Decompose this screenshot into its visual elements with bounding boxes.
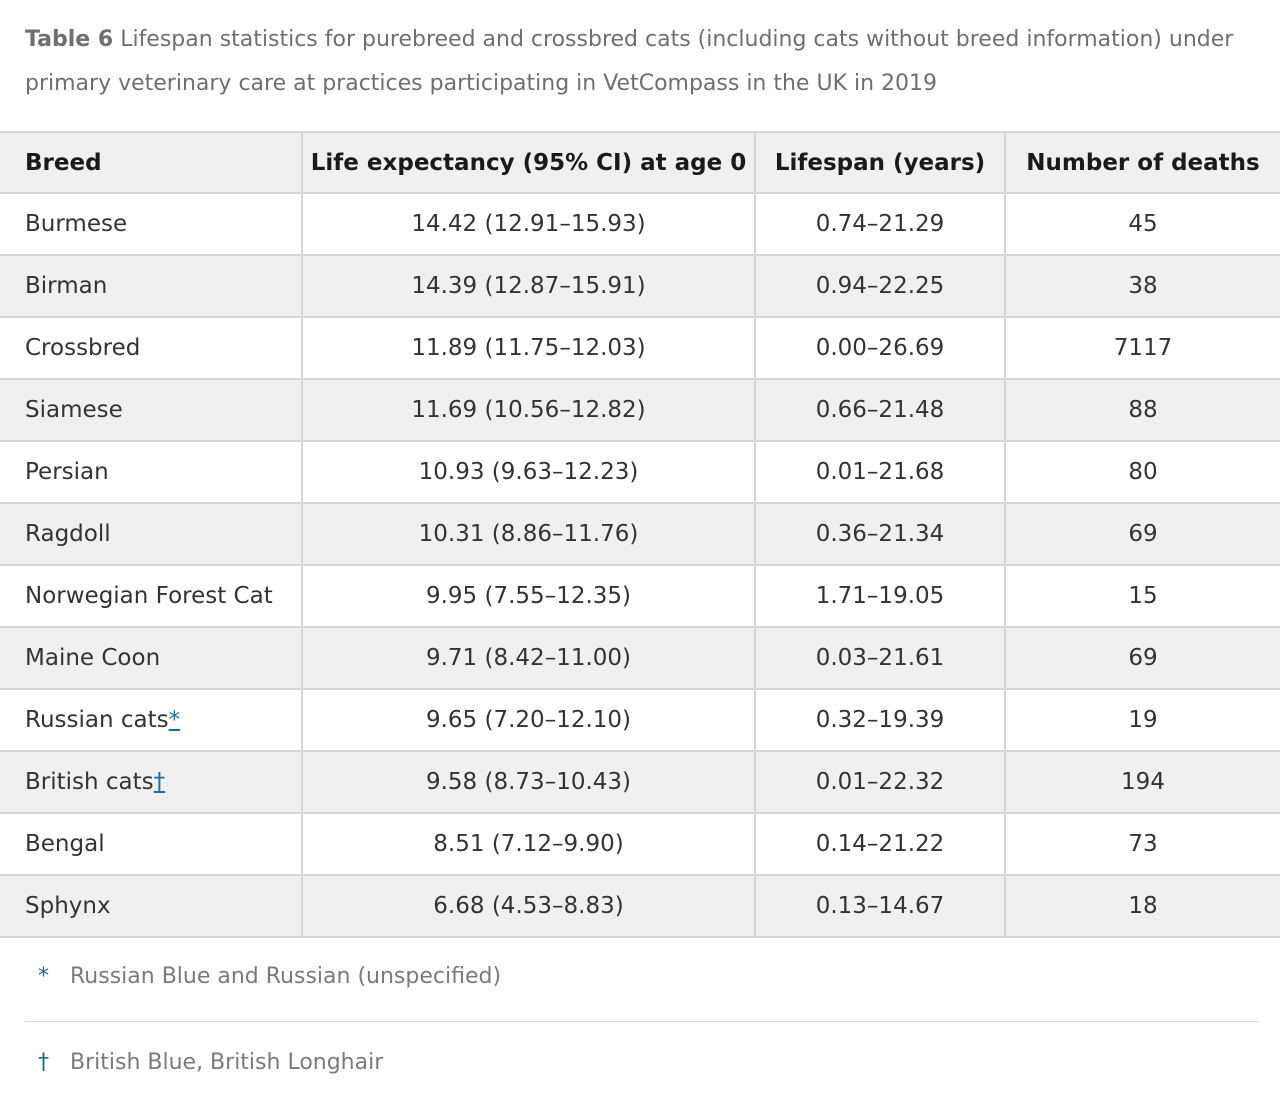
breed-name: Norwegian Forest Cat — [25, 583, 273, 609]
header-life-expectancy: Life expectancy (95% CI) at age 0 — [301, 131, 755, 194]
breed-cell: Crossbred — [0, 316, 302, 380]
breed-name: Burmese — [25, 211, 128, 237]
deaths-cell: 45 — [1004, 192, 1280, 256]
lifespan-cell: 0.01–22.32 — [754, 750, 1005, 814]
life-expectancy-cell: 11.69 (10.56–12.82) — [301, 378, 755, 442]
table-row: Norwegian Forest Cat 9.95 (7.55–12.35) 1.7… — [0, 564, 1280, 628]
life-expectancy-cell: 9.95 (7.55–12.35) — [301, 564, 755, 628]
breed-cell: British cats† — [0, 750, 302, 814]
lifespan-cell: 0.32–19.39 — [754, 688, 1005, 752]
table-row: Persian 10.93 (9.63–12.23) 0.01–21.68 80 — [0, 440, 1280, 504]
life-expectancy-cell: 14.42 (12.91–15.93) — [301, 192, 755, 256]
life-expectancy-cell: 6.68 (4.53–8.83) — [301, 874, 755, 938]
footnote-link[interactable]: * — [168, 707, 181, 733]
lifespan-cell: 0.14–21.22 — [754, 812, 1005, 876]
deaths-cell: 73 — [1004, 812, 1280, 876]
header-number-of-deaths: Number of deaths — [1004, 131, 1280, 194]
deaths-cell: 69 — [1004, 502, 1280, 566]
breed-cell: Persian — [0, 440, 302, 504]
footnote-dagger: † British Blue, British Longhair — [38, 1050, 383, 1075]
table-row: Birman 14.39 (12.87–15.91) 0.94–22.25 38 — [0, 254, 1280, 318]
breed-name: Persian — [25, 459, 109, 485]
lifespan-cell: 0.13–14.67 — [754, 874, 1005, 938]
life-expectancy-cell: 10.93 (9.63–12.23) — [301, 440, 755, 504]
life-expectancy-cell: 10.31 (8.86–11.76) — [301, 502, 755, 566]
lifespan-cell: 0.00–26.69 — [754, 316, 1005, 380]
life-expectancy-cell: 9.58 (8.73–10.43) — [301, 750, 755, 814]
lifespan-cell: 0.01–21.68 — [754, 440, 1005, 504]
footnote-link[interactable]: † — [153, 769, 166, 795]
table-row: Ragdoll 10.31 (8.86–11.76) 0.36–21.34 69 — [0, 502, 1280, 566]
breed-name: Ragdoll — [25, 521, 111, 547]
breed-name: Russian cats — [25, 707, 169, 733]
deaths-cell: 18 — [1004, 874, 1280, 938]
breed-cell: Russian cats* — [0, 688, 302, 752]
life-expectancy-cell: 11.89 (11.75–12.03) — [301, 316, 755, 380]
breed-cell: Maine Coon — [0, 626, 302, 690]
deaths-cell: 194 — [1004, 750, 1280, 814]
breed-cell: Siamese — [0, 378, 302, 442]
table-row: British cats† 9.58 (8.73–10.43) 0.01–22.32… — [0, 750, 1280, 814]
breed-cell: Bengal — [0, 812, 302, 876]
table-row: Crossbred 11.89 (11.75–12.03) 0.00–26.69 71… — [0, 316, 1280, 380]
footnote-symbol: † — [38, 1050, 49, 1075]
footnote-symbol: * — [38, 964, 49, 989]
deaths-cell: 7117 — [1004, 316, 1280, 380]
deaths-cell: 38 — [1004, 254, 1280, 318]
header-lifespan: Lifespan (years) — [754, 131, 1005, 194]
lifespan-cell: 0.74–21.29 — [754, 192, 1005, 256]
deaths-cell: 69 — [1004, 626, 1280, 690]
breed-name: Crossbred — [25, 335, 141, 361]
lifespan-table: Breed Life expectancy (95% CI) at age 0 … — [0, 131, 1280, 938]
breed-name: Bengal — [25, 831, 105, 857]
table-row: Sphynx 6.68 (4.53–8.83) 0.13–14.67 18 — [0, 874, 1280, 938]
deaths-cell: 15 — [1004, 564, 1280, 628]
deaths-cell: 88 — [1004, 378, 1280, 442]
breed-name: Siamese — [25, 397, 123, 423]
deaths-cell: 80 — [1004, 440, 1280, 504]
table-caption: Table 6 Lifespan statistics for purebree… — [25, 18, 1260, 106]
breed-name: Maine Coon — [25, 645, 161, 671]
life-expectancy-cell: 8.51 (7.12–9.90) — [301, 812, 755, 876]
life-expectancy-cell: 9.71 (8.42–11.00) — [301, 626, 755, 690]
breed-cell: Norwegian Forest Cat — [0, 564, 302, 628]
breed-cell: Sphynx — [0, 874, 302, 938]
table-row: Russian cats* 9.65 (7.20–12.10) 0.32–19.39… — [0, 688, 1280, 752]
caption-text: Lifespan statistics for purebreed and cr… — [25, 27, 1234, 96]
breed-cell: Ragdoll — [0, 502, 302, 566]
table-row: Siamese 11.69 (10.56–12.82) 0.66–21.48 88 — [0, 378, 1280, 442]
lifespan-cell: 1.71–19.05 — [754, 564, 1005, 628]
footnote-text: British Blue, British Longhair — [70, 1050, 384, 1075]
life-expectancy-cell: 14.39 (12.87–15.91) — [301, 254, 755, 318]
footnote-asterisk: * Russian Blue and Russian (unspecified) — [38, 964, 501, 989]
lifespan-cell: 0.36–21.34 — [754, 502, 1005, 566]
breed-cell: Burmese — [0, 192, 302, 256]
lifespan-cell: 0.66–21.48 — [754, 378, 1005, 442]
breed-name: British cats — [25, 769, 154, 795]
table-row: Burmese 14.42 (12.91–15.93) 0.74–21.29 45 — [0, 192, 1280, 256]
lifespan-cell: 0.03–21.61 — [754, 626, 1005, 690]
table-header: Breed Life expectancy (95% CI) at age 0 … — [0, 131, 1280, 194]
table-row: Bengal 8.51 (7.12–9.90) 0.14–21.22 73 — [0, 812, 1280, 876]
table-body: Burmese 14.42 (12.91–15.93) 0.74–21.29 45 Bi… — [0, 192, 1280, 938]
table-row: Maine Coon 9.71 (8.42–11.00) 0.03–21.61 69 — [0, 626, 1280, 690]
breed-cell: Birman — [0, 254, 302, 318]
breed-name: Birman — [25, 273, 108, 299]
header-row: Breed Life expectancy (95% CI) at age 0 … — [0, 131, 1280, 194]
breed-name: Sphynx — [25, 893, 111, 919]
lifespan-cell: 0.94–22.25 — [754, 254, 1005, 318]
life-expectancy-cell: 9.65 (7.20–12.10) — [301, 688, 755, 752]
caption-label: Table 6 — [25, 27, 114, 52]
deaths-cell: 19 — [1004, 688, 1280, 752]
header-breed: Breed — [0, 131, 302, 194]
footnote-divider — [25, 1021, 1258, 1022]
footnote-text: Russian Blue and Russian (unspecified) — [70, 964, 502, 989]
